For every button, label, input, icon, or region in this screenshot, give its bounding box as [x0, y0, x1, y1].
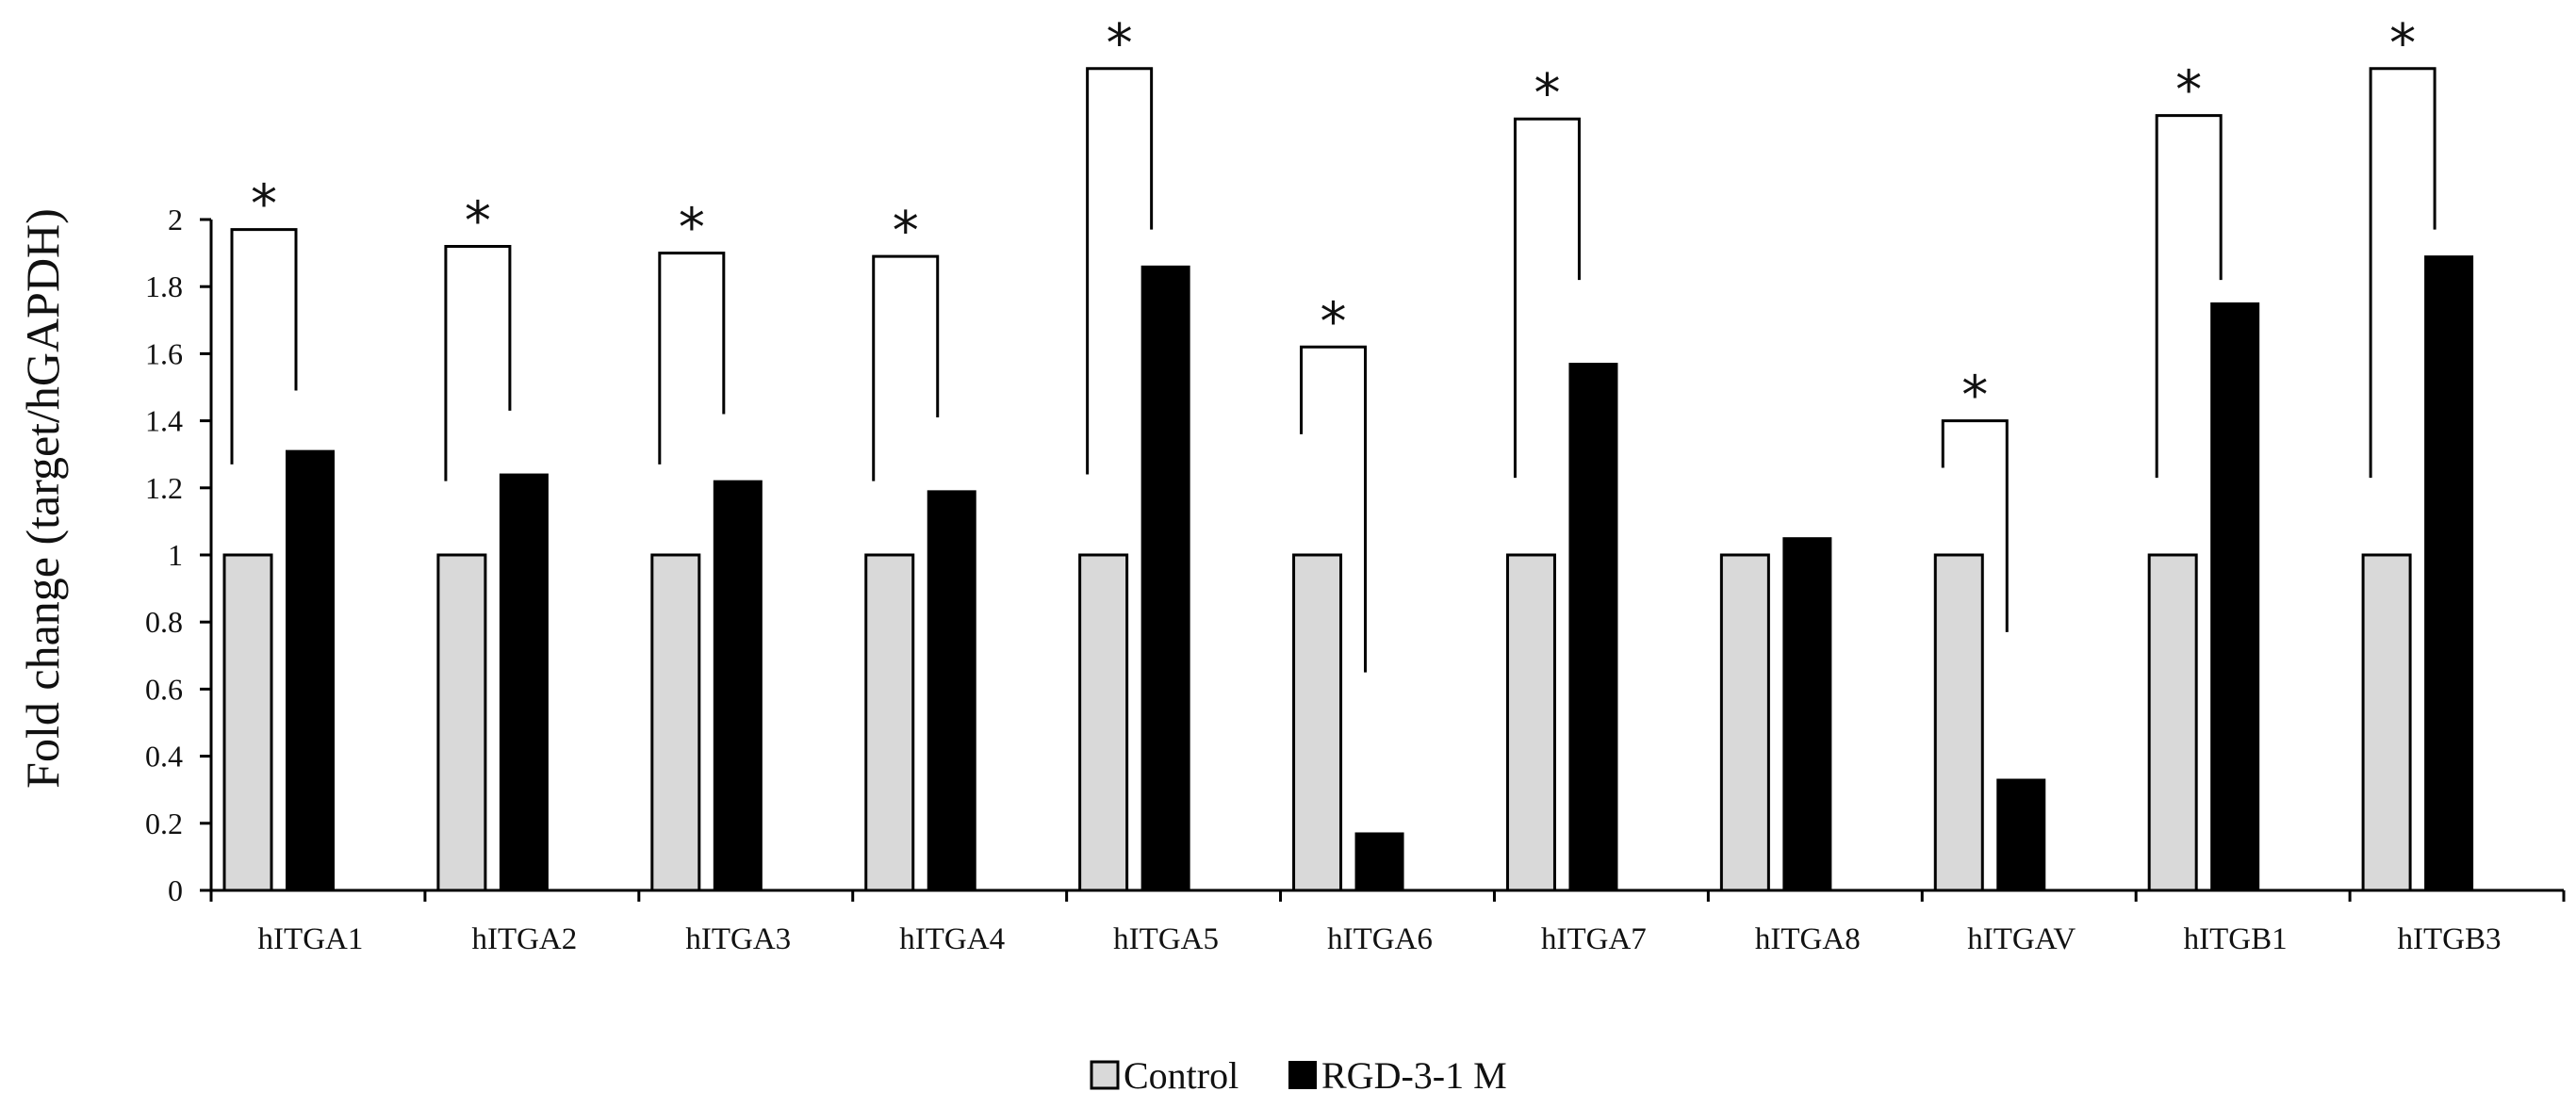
significance-star: * — [2175, 60, 2202, 122]
y-tick-label: 0.2 — [145, 807, 183, 840]
significance-bracket — [1300, 345, 1368, 673]
significance-star: * — [251, 174, 277, 236]
x-tick-label: hITGA3 — [685, 922, 791, 956]
significance-star: * — [1534, 63, 1560, 124]
bar-control — [1292, 553, 1343, 892]
x-tick-label: hITGB3 — [2398, 922, 2502, 956]
x-tick-label: hITGA7 — [1541, 922, 1647, 956]
y-tick-label: 0.8 — [145, 605, 183, 639]
y-tick-label: 0.6 — [145, 672, 183, 706]
bar-control — [1505, 553, 1556, 892]
bar-rgd — [1354, 832, 1404, 891]
x-tick-label: hITGAV — [1967, 922, 2076, 956]
bar-rgd — [713, 480, 763, 891]
significance-bracket — [1513, 117, 1581, 479]
bar-control — [1078, 553, 1129, 892]
x-tick-label: hITGA8 — [1755, 922, 1861, 956]
significance-bracket — [2369, 67, 2437, 479]
significance-star: * — [1321, 291, 1347, 352]
bar-rgd — [927, 490, 976, 891]
bar-rgd — [2424, 255, 2474, 892]
significance-star: * — [2389, 13, 2416, 74]
x-tick-label: hITGB1 — [2184, 922, 2288, 956]
bar-rgd — [1782, 537, 1832, 891]
significance-bracket — [444, 244, 512, 481]
bar-rgd — [499, 473, 549, 891]
y-tick-label: 0.4 — [145, 740, 183, 774]
bar-control — [222, 553, 273, 892]
bar-control — [650, 553, 701, 892]
significance-star: * — [893, 201, 919, 262]
x-tick-label: hITGA6 — [1327, 922, 1433, 956]
bar-rgd — [1568, 363, 1618, 891]
significance-star: * — [679, 198, 705, 259]
significance-bracket — [1086, 67, 1154, 475]
x-tick-label: hITGA4 — [899, 922, 1005, 956]
bar-rgd — [286, 449, 335, 891]
significance-star: * — [1961, 366, 1988, 427]
bar-rgd — [2210, 302, 2260, 891]
x-tick-label: hITGA2 — [471, 922, 577, 956]
y-tick-label: 1.2 — [145, 471, 183, 505]
significance-bracket — [872, 254, 940, 481]
bar-control — [1719, 553, 1770, 892]
legend-label-rgd: RGD-3-1 M — [1321, 1054, 1507, 1097]
significance-star: * — [1107, 13, 1133, 74]
bar-control — [864, 553, 915, 892]
bar-control — [2147, 553, 2198, 892]
legend-swatch-control — [1090, 1060, 1120, 1090]
bar-control — [436, 553, 487, 892]
y-tick-label: 0 — [168, 873, 183, 907]
bar-rgd — [1140, 265, 1190, 891]
x-tick-label: hITGA5 — [1113, 922, 1219, 956]
significance-bracket — [1941, 419, 2009, 632]
legend-label-control: Control — [1124, 1054, 1239, 1097]
x-tick-label: hITGA1 — [258, 922, 364, 956]
legend-swatch-rgd — [1288, 1061, 1317, 1089]
y-axis-title: Fold change (target/hGAPDH) — [16, 208, 69, 789]
significance-bracket — [658, 252, 726, 464]
significance-bracket — [2155, 114, 2223, 479]
y-tick-label: 2 — [168, 203, 183, 236]
y-tick-label: 1.4 — [145, 404, 183, 438]
y-tick-label: 1 — [168, 538, 183, 572]
bar-control — [1933, 553, 1984, 892]
bar-rgd — [1996, 778, 2046, 892]
significance-star: * — [465, 190, 491, 252]
y-tick-label: 1.8 — [145, 269, 183, 303]
bar-control — [2361, 553, 2412, 892]
y-tick-label: 1.6 — [145, 336, 183, 370]
significance-bracket — [230, 228, 298, 464]
